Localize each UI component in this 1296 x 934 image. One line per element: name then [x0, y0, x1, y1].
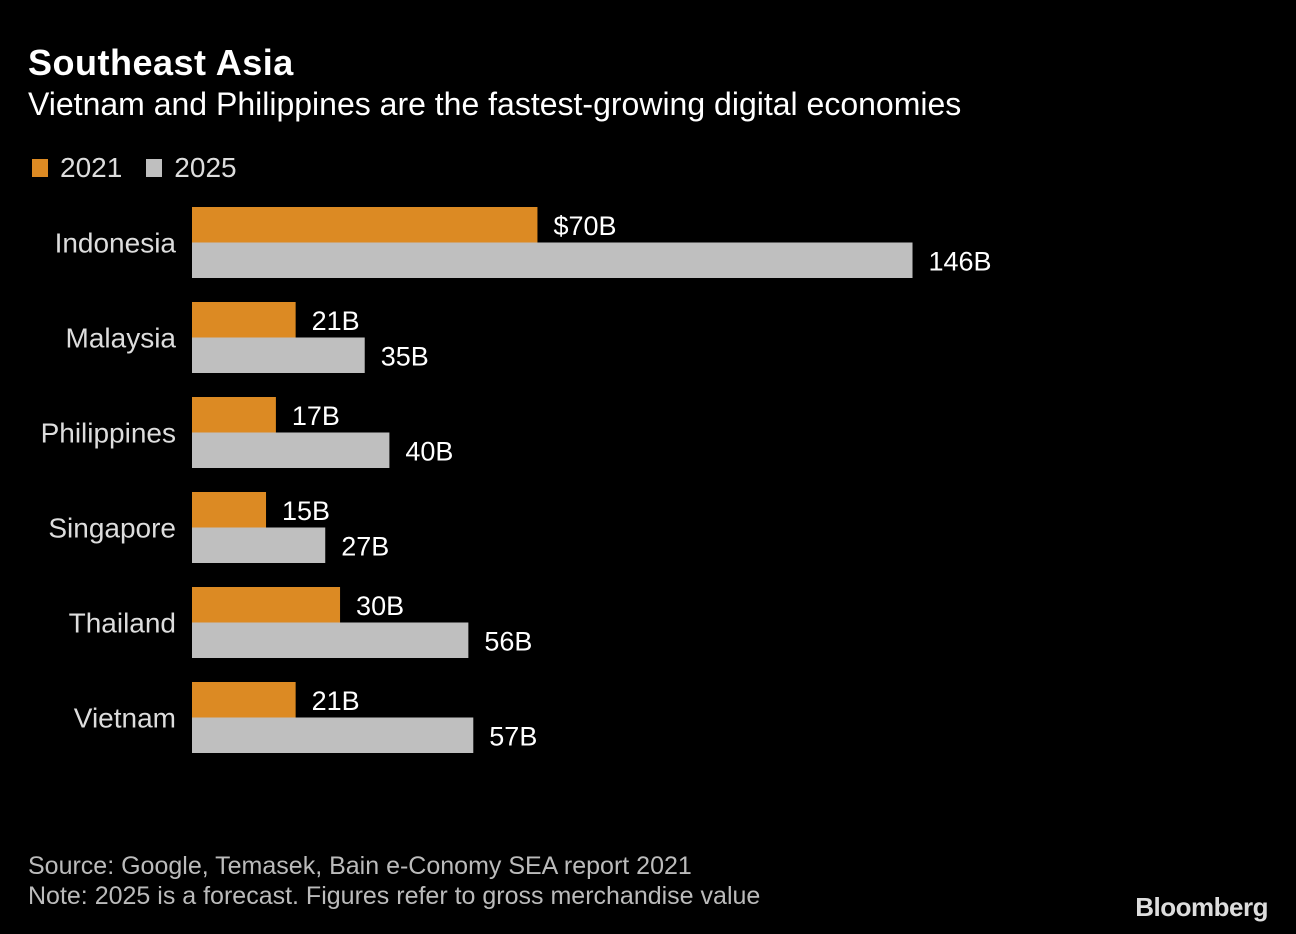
bar-2021-singapore: [192, 492, 267, 528]
bar-2021-thailand: [192, 587, 341, 623]
data-label: 27B: [341, 531, 389, 561]
category-label: Thailand: [69, 608, 176, 639]
legend-swatch-2021: [32, 159, 48, 177]
data-label: 146B: [929, 246, 992, 276]
data-label: 21B: [312, 686, 360, 716]
legend-item-2021: 2021: [32, 152, 122, 184]
bar-2021-indonesia: [192, 207, 538, 243]
bar-2021-malaysia: [192, 302, 296, 338]
note-text: Note: 2025 is a forecast. Figures refer …: [28, 882, 761, 910]
chart-title: Southeast Asia: [28, 42, 294, 83]
bar-2025-vietnam: [192, 717, 474, 753]
source-text: Source: Google, Temasek, Bain e-Conomy S…: [28, 852, 692, 880]
bar-2025-philippines: [192, 432, 390, 468]
legend: 2021 2025: [32, 152, 261, 184]
data-label: 15B: [282, 496, 330, 526]
category-label: Philippines: [41, 418, 176, 449]
category-label: Indonesia: [55, 228, 177, 259]
bloomberg-logo: Bloomberg: [1135, 892, 1268, 922]
data-label: 35B: [381, 341, 429, 371]
data-label: 17B: [292, 401, 340, 431]
category-label: Malaysia: [66, 323, 177, 354]
bar-2025-thailand: [192, 622, 469, 658]
category-label: Vietnam: [74, 703, 176, 734]
legend-label-2021: 2021: [60, 152, 123, 183]
data-label: 57B: [489, 721, 537, 751]
data-label: 56B: [484, 626, 532, 656]
bar-2021-vietnam: [192, 682, 296, 718]
legend-item-2025: 2025: [146, 152, 237, 184]
data-label: 40B: [405, 436, 453, 466]
bar-2025-indonesia: [192, 242, 913, 278]
bar-2021-philippines: [192, 397, 276, 433]
data-label: 21B: [312, 306, 360, 336]
bar-2025-singapore: [192, 527, 326, 563]
chart-subtitle: Vietnam and Philippines are the fastest-…: [28, 86, 962, 122]
category-label: Singapore: [48, 513, 176, 544]
data-label: $70B: [553, 211, 616, 241]
bar-2025-malaysia: [192, 337, 365, 373]
legend-label-2025: 2025: [174, 152, 237, 183]
legend-swatch-2025: [146, 159, 163, 177]
data-label: 30B: [356, 591, 404, 621]
